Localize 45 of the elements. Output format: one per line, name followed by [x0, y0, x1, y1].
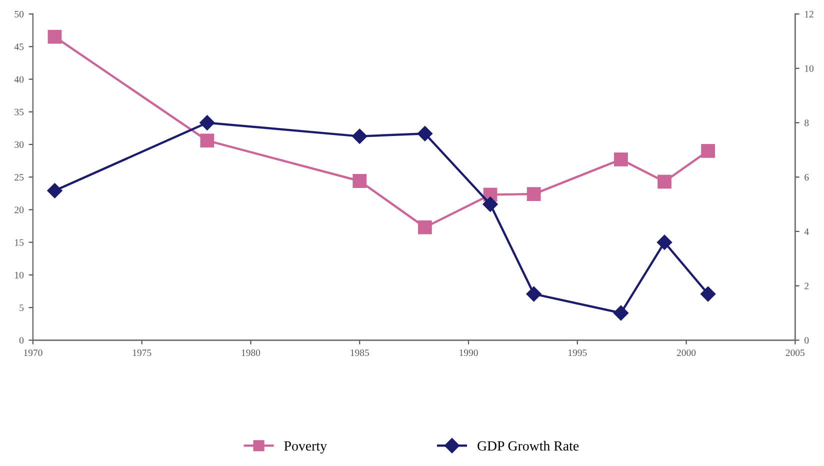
x-tick-label: 1995	[568, 350, 587, 356]
point	[656, 234, 672, 250]
point	[417, 126, 433, 142]
y-tick-label: 35	[14, 108, 24, 116]
point	[614, 152, 628, 166]
y-tick-label: 15	[15, 239, 24, 246]
point	[701, 144, 715, 158]
point	[200, 134, 214, 148]
point	[352, 128, 368, 144]
y-tick-label: 40	[14, 76, 24, 83]
point	[47, 183, 62, 198]
point	[482, 196, 498, 212]
point	[418, 220, 432, 234]
y2-tick-label: 2	[804, 282, 809, 290]
x-tick-label: 2000	[676, 349, 696, 356]
point	[613, 305, 629, 321]
point	[526, 286, 542, 302]
y-tick-label: 5	[20, 304, 24, 312]
y2-tick-label: 10	[805, 65, 814, 72]
y-tick-label: 20	[14, 206, 24, 214]
y2-tick-label: 12	[805, 10, 814, 18]
point	[352, 174, 367, 188]
y2-tick-label: 6	[804, 174, 809, 181]
y2-tick-label: 4	[804, 228, 809, 235]
y-tick-label: 25	[14, 174, 24, 181]
y-tick-label: 30	[14, 141, 24, 148]
y-tick-label: 0	[19, 337, 24, 344]
x-tick-label: 1985	[350, 349, 369, 356]
point	[658, 174, 672, 189]
y2-tick-label: 8	[804, 120, 809, 126]
point	[700, 286, 716, 302]
point	[526, 187, 541, 201]
y2-tick-label: 0	[804, 337, 809, 344]
x-tick-label: 1970	[24, 349, 42, 356]
x-tick-label: 1980	[242, 349, 260, 356]
point	[200, 115, 215, 130]
legend-label: GDP Growth Rate	[478, 440, 579, 451]
y-tick-label: 50	[14, 10, 24, 18]
legend-label: Poverty	[284, 441, 327, 454]
y-tick-label: 10	[15, 272, 24, 278]
x-tick-label: 1975	[132, 350, 152, 356]
y-tick-label: 45	[14, 44, 24, 50]
point	[48, 30, 62, 44]
x-tick-label: 2005	[786, 349, 804, 356]
x-tick-label: 1990	[460, 349, 478, 356]
